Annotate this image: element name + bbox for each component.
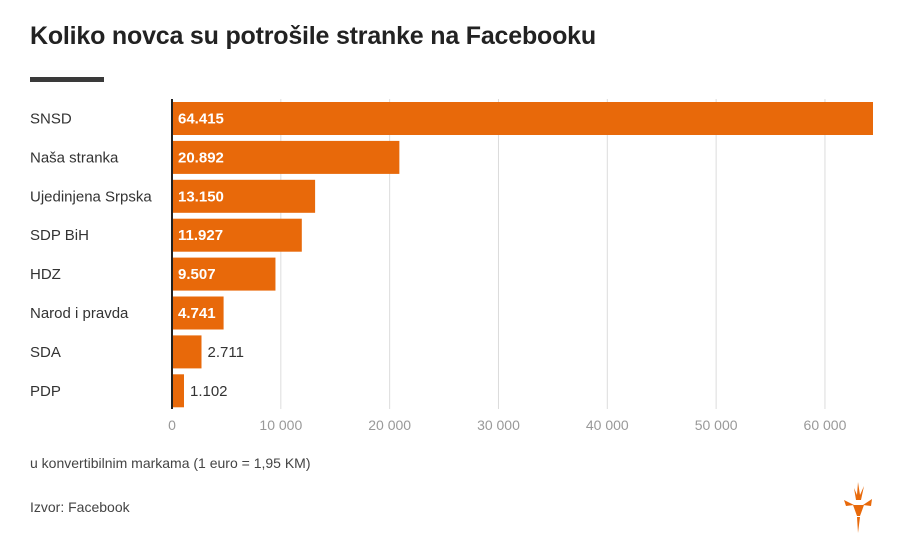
value-label: 64.415 [178,111,224,128]
category-label: Narod i pravda [30,305,129,322]
value-label: 11.927 [178,227,223,244]
x-tick-label: 10 000 [259,417,302,433]
bar [172,218,302,252]
value-label: 4.741 [178,305,216,322]
bar [172,335,202,369]
title-underline [30,77,104,82]
bar [172,296,224,330]
category-label: Ujedinjena Srpska [30,188,152,205]
category-label: SNSD [30,111,72,128]
x-tick-label: 50 000 [695,417,738,433]
category-label: SDP BiH [30,227,89,244]
x-tick-label: 60 000 [804,417,847,433]
category-label: Naša stranka [30,149,119,166]
x-tick-label: 30 000 [477,417,520,433]
value-label: 13.150 [178,188,224,205]
bar [172,179,316,213]
bar [172,374,184,408]
value-label: 1.102 [190,383,228,400]
bar [172,140,400,174]
rferl-torch-logo-icon [844,482,872,533]
x-tick-label: 40 000 [586,417,629,433]
bar [172,257,276,291]
category-label: SDA [30,344,61,361]
chart-title: Koliko novca su potrošile stranke na Fac… [30,22,596,50]
x-tick-label: 20 000 [368,417,411,433]
source-text: Izvor: Facebook [30,499,130,515]
units-note: u konvertibilnim markama (1 euro = 1,95 … [30,455,311,471]
category-label: PDP [30,383,61,400]
category-label: HDZ [30,266,61,283]
value-label: 20.892 [178,149,224,166]
value-label: 2.711 [208,344,244,361]
bar [172,102,873,135]
x-tick-label: 0 [168,417,176,433]
value-label: 9.507 [178,266,216,283]
